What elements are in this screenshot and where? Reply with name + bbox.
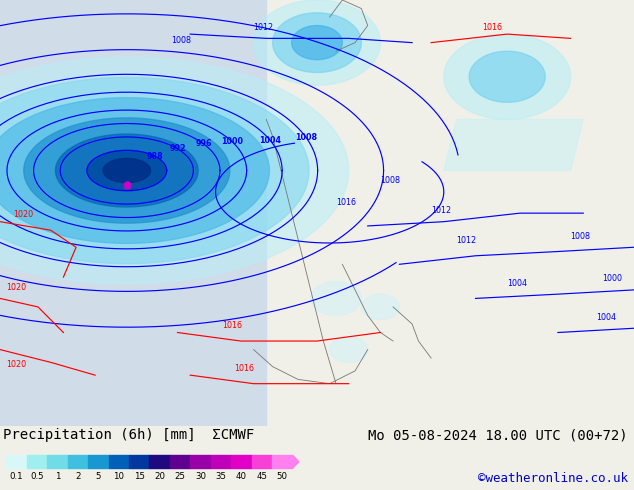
Text: 1020: 1020 [6, 283, 27, 292]
Text: 1012: 1012 [254, 23, 274, 32]
Polygon shape [103, 158, 151, 183]
Text: 1016: 1016 [222, 321, 242, 330]
Text: 20: 20 [154, 472, 165, 481]
Text: 25: 25 [174, 472, 186, 481]
Text: 1012: 1012 [431, 206, 451, 215]
Text: 1008: 1008 [571, 232, 591, 241]
Polygon shape [0, 77, 309, 264]
Text: 30: 30 [195, 472, 206, 481]
Text: 1004: 1004 [259, 136, 281, 145]
Polygon shape [24, 118, 230, 223]
Text: 1016: 1016 [235, 364, 255, 373]
Polygon shape [273, 13, 361, 73]
Polygon shape [0, 57, 349, 284]
Text: Mo 05-08-2024 18.00 UTC (00+72): Mo 05-08-2024 18.00 UTC (00+72) [368, 428, 628, 442]
Text: 1004: 1004 [596, 313, 616, 322]
Text: 1004: 1004 [507, 279, 527, 288]
Bar [210, 455, 231, 468]
Bar [231, 455, 252, 468]
Polygon shape [56, 134, 198, 207]
Text: 988: 988 [146, 151, 163, 161]
Polygon shape [330, 337, 368, 362]
Polygon shape [469, 51, 545, 102]
Bar [47, 455, 68, 468]
Bar [150, 455, 170, 468]
Text: 1012: 1012 [76, 0, 96, 2]
Polygon shape [311, 281, 361, 316]
Text: 1012: 1012 [456, 236, 477, 245]
Polygon shape [0, 0, 266, 426]
Text: 1: 1 [55, 472, 60, 481]
Text: 0.1: 0.1 [10, 472, 23, 481]
Bar [68, 455, 88, 468]
Polygon shape [87, 150, 166, 191]
Bar [6, 455, 27, 468]
Text: ©weatheronline.co.uk: ©weatheronline.co.uk [477, 472, 628, 485]
Text: 45: 45 [256, 472, 268, 481]
Polygon shape [0, 98, 269, 244]
Bar [129, 455, 150, 468]
Text: 1000: 1000 [221, 137, 243, 146]
Text: 2: 2 [75, 472, 81, 481]
Text: 1008: 1008 [171, 36, 191, 45]
Text: 5: 5 [96, 472, 101, 481]
Text: 1020: 1020 [13, 210, 33, 220]
Polygon shape [254, 0, 380, 85]
Polygon shape [292, 455, 299, 468]
Text: 1008: 1008 [295, 133, 317, 142]
Text: 1008: 1008 [380, 176, 401, 185]
Bar [272, 455, 292, 468]
Polygon shape [444, 34, 571, 120]
Text: 40: 40 [236, 472, 247, 481]
Text: 1000: 1000 [602, 274, 623, 283]
Text: 10: 10 [113, 472, 124, 481]
Text: 1020: 1020 [6, 360, 27, 368]
Polygon shape [292, 25, 342, 60]
Polygon shape [361, 294, 399, 319]
Text: 15: 15 [134, 472, 145, 481]
Bar [88, 455, 108, 468]
Bar [190, 455, 210, 468]
Text: 50: 50 [276, 472, 288, 481]
Text: 1016: 1016 [482, 23, 502, 32]
Bar [108, 455, 129, 468]
Bar [27, 455, 47, 468]
Text: 992: 992 [169, 145, 186, 153]
Text: 0.5: 0.5 [30, 472, 44, 481]
Bar [252, 455, 272, 468]
Text: Precipitation (6h) [mm]  ΣCMWF: Precipitation (6h) [mm] ΣCMWF [3, 428, 254, 442]
Text: 996: 996 [195, 140, 212, 148]
Text: 1016: 1016 [336, 197, 356, 207]
Text: 35: 35 [216, 472, 226, 481]
Bar [170, 455, 190, 468]
Polygon shape [444, 120, 583, 171]
